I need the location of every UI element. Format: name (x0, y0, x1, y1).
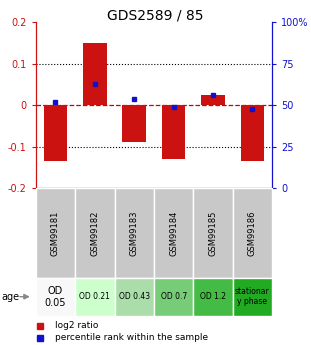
Bar (241, 105, 264, 161)
Text: GSM99184: GSM99184 (169, 210, 178, 256)
Bar (233, 278, 272, 316)
Text: GSM99185: GSM99185 (209, 210, 217, 256)
Text: GSM99183: GSM99183 (130, 210, 139, 256)
Bar (36, 188, 75, 278)
Text: percentile rank within the sample: percentile rank within the sample (55, 334, 208, 343)
Text: GSM99186: GSM99186 (248, 210, 257, 256)
Bar (154, 188, 193, 278)
Text: OD 0.21: OD 0.21 (79, 292, 110, 301)
Text: GSM99182: GSM99182 (91, 210, 99, 256)
Text: GSM99181: GSM99181 (51, 210, 60, 256)
Text: OD
0.05: OD 0.05 (45, 286, 66, 307)
Bar (233, 188, 272, 278)
Bar (123, 105, 146, 142)
Text: GDS2589 / 85: GDS2589 / 85 (107, 9, 204, 23)
Bar (154, 278, 193, 316)
Bar (162, 105, 185, 159)
Bar (83, 43, 107, 105)
Text: log2 ratio: log2 ratio (55, 322, 98, 331)
Bar (75, 188, 114, 278)
Text: stationar
y phase: stationar y phase (235, 287, 270, 306)
Text: OD 0.43: OD 0.43 (119, 292, 150, 301)
Bar (201, 95, 225, 105)
Bar (114, 278, 154, 316)
Text: OD 0.7: OD 0.7 (160, 292, 187, 301)
Text: age: age (2, 292, 20, 302)
Text: OD 1.2: OD 1.2 (200, 292, 226, 301)
Bar (75, 278, 114, 316)
Bar (44, 105, 67, 161)
Bar (193, 188, 233, 278)
Bar (193, 278, 233, 316)
Bar (114, 188, 154, 278)
Bar (36, 278, 75, 316)
